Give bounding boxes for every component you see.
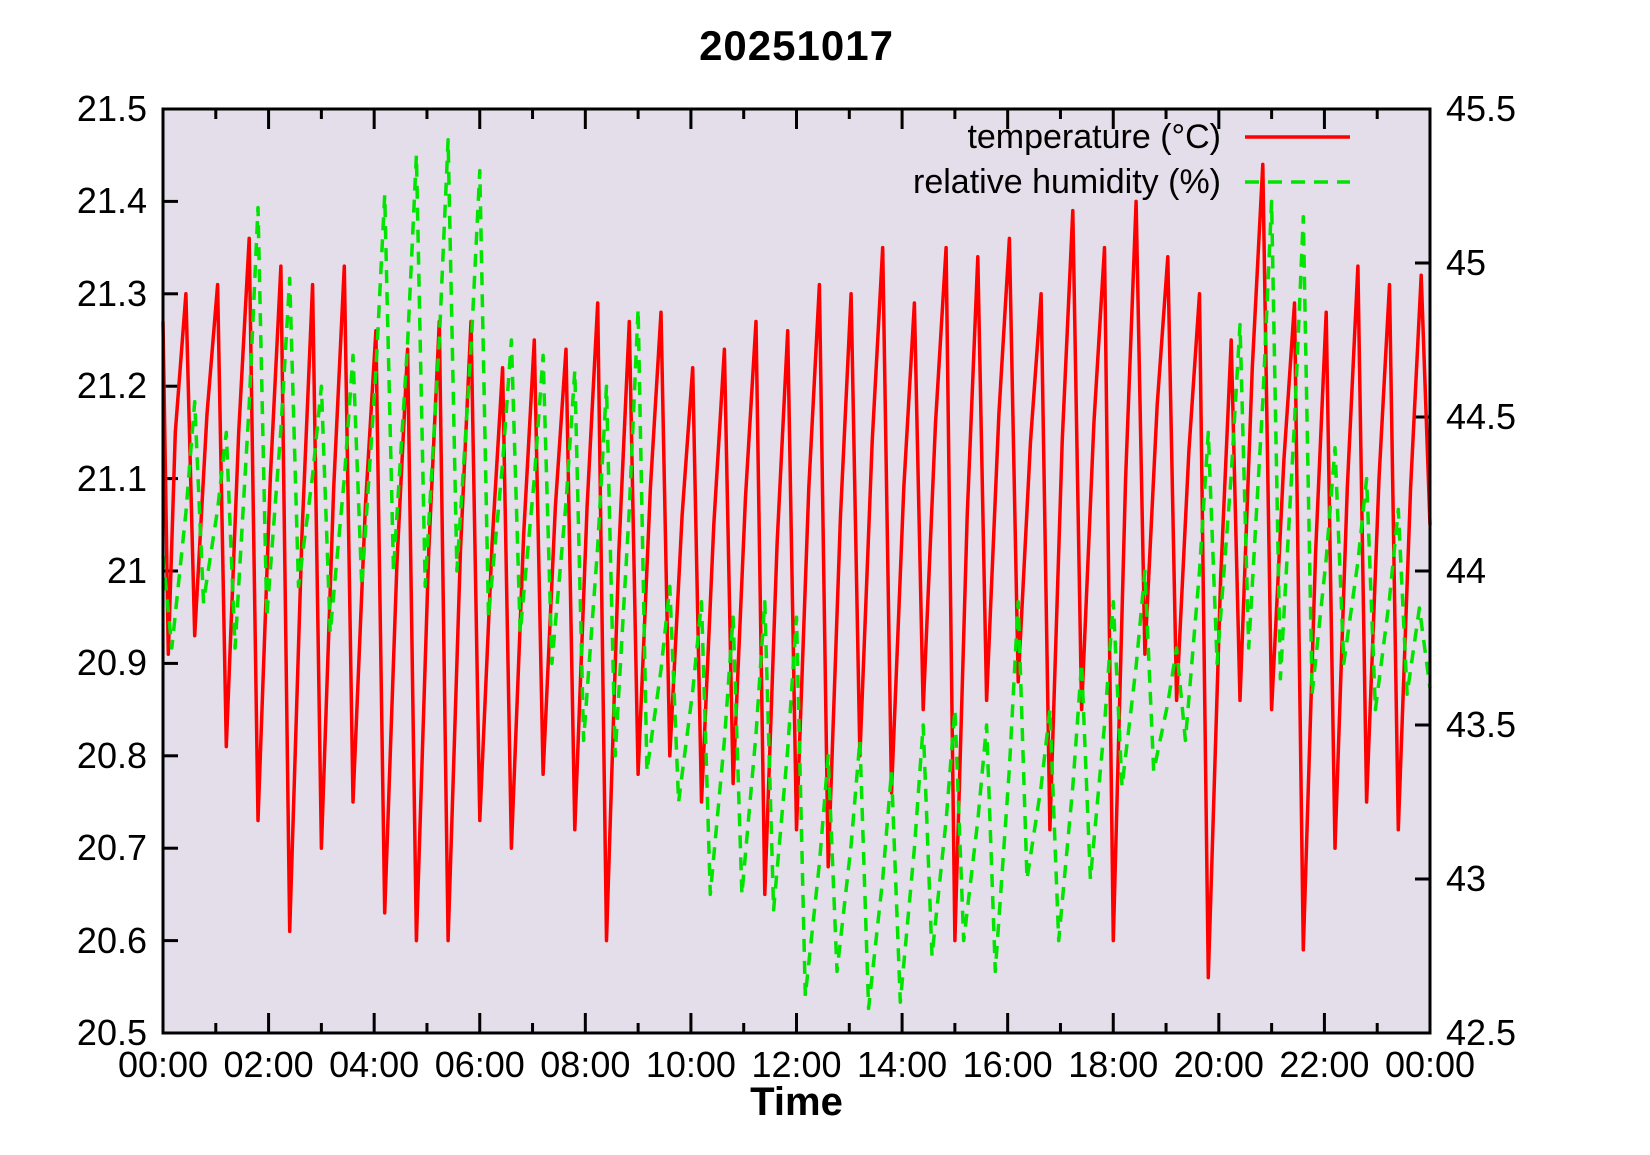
x-tick-label: 00:00 bbox=[1384, 1044, 1476, 1085]
y-right-tick-label: 44.5 bbox=[1446, 396, 1517, 437]
legend-line-humidity-sample bbox=[1245, 179, 1350, 184]
legend: temperature (°C) relative humidity (%) bbox=[913, 114, 1350, 204]
y-right-tick-label: 45 bbox=[1446, 242, 1487, 283]
x-tick-label: 18:00 bbox=[1068, 1044, 1159, 1085]
legend-row-humidity: relative humidity (%) bbox=[913, 159, 1350, 204]
y-right-tick-label: 42.5 bbox=[1446, 1012, 1517, 1053]
y-left-tick-label: 21.5 bbox=[76, 88, 147, 129]
x-tick-label: 10:00 bbox=[645, 1044, 736, 1085]
y-left-tick-label: 21.2 bbox=[76, 365, 147, 407]
y-left-tick-label: 21 bbox=[106, 550, 147, 591]
x-tick-label: 12:00 bbox=[751, 1044, 842, 1085]
y-right-tick-label: 44 bbox=[1446, 550, 1487, 591]
x-tick-label: 04:00 bbox=[329, 1044, 420, 1085]
chart-title: 20251017 bbox=[699, 22, 894, 69]
y-left-tick-label: 21.4 bbox=[76, 180, 147, 222]
y-right-tick-label: 45.5 bbox=[1446, 88, 1517, 129]
y-left-tick-label: 20.7 bbox=[76, 827, 147, 869]
y-right-tick-label: 43 bbox=[1446, 858, 1487, 899]
humidity-series-line bbox=[161, 138, 1432, 1011]
x-tick-label: 16:00 bbox=[962, 1044, 1053, 1085]
y-left-tick-label: 21.3 bbox=[76, 272, 147, 314]
x-tick-label: 00:00 bbox=[117, 1044, 209, 1085]
x-tick-label: 22:00 bbox=[1279, 1044, 1370, 1085]
legend-label-humidity: relative humidity (%) bbox=[913, 162, 1221, 201]
x-tick-label: 08:00 bbox=[540, 1044, 631, 1085]
legend-row-temperature: temperature (°C) bbox=[913, 114, 1350, 159]
temperature-series-line bbox=[161, 162, 1432, 980]
x-tick-label: 02:00 bbox=[223, 1044, 314, 1085]
plot-background bbox=[163, 109, 1430, 1033]
x-axis-title: Time bbox=[750, 1080, 843, 1124]
legend-line-temperature-sample bbox=[1245, 134, 1350, 139]
tick-marks bbox=[161, 107, 1432, 1035]
y-left-tick-label: 21.1 bbox=[76, 457, 147, 499]
y-left-tick-label: 20.9 bbox=[76, 642, 147, 684]
y-left-tick-label: 20.8 bbox=[76, 734, 147, 776]
y-right-tick-label: 43.5 bbox=[1446, 704, 1517, 745]
x-tick-label: 14:00 bbox=[857, 1044, 948, 1085]
x-tick-label: 06:00 bbox=[434, 1044, 525, 1085]
y-left-tick-label: 20.5 bbox=[76, 1012, 147, 1053]
y-left-tick-label: 20.6 bbox=[76, 919, 147, 961]
legend-label-temperature: temperature (°C) bbox=[967, 117, 1221, 156]
plot-border bbox=[161, 107, 1432, 1035]
x-tick-label: 20:00 bbox=[1173, 1044, 1264, 1085]
